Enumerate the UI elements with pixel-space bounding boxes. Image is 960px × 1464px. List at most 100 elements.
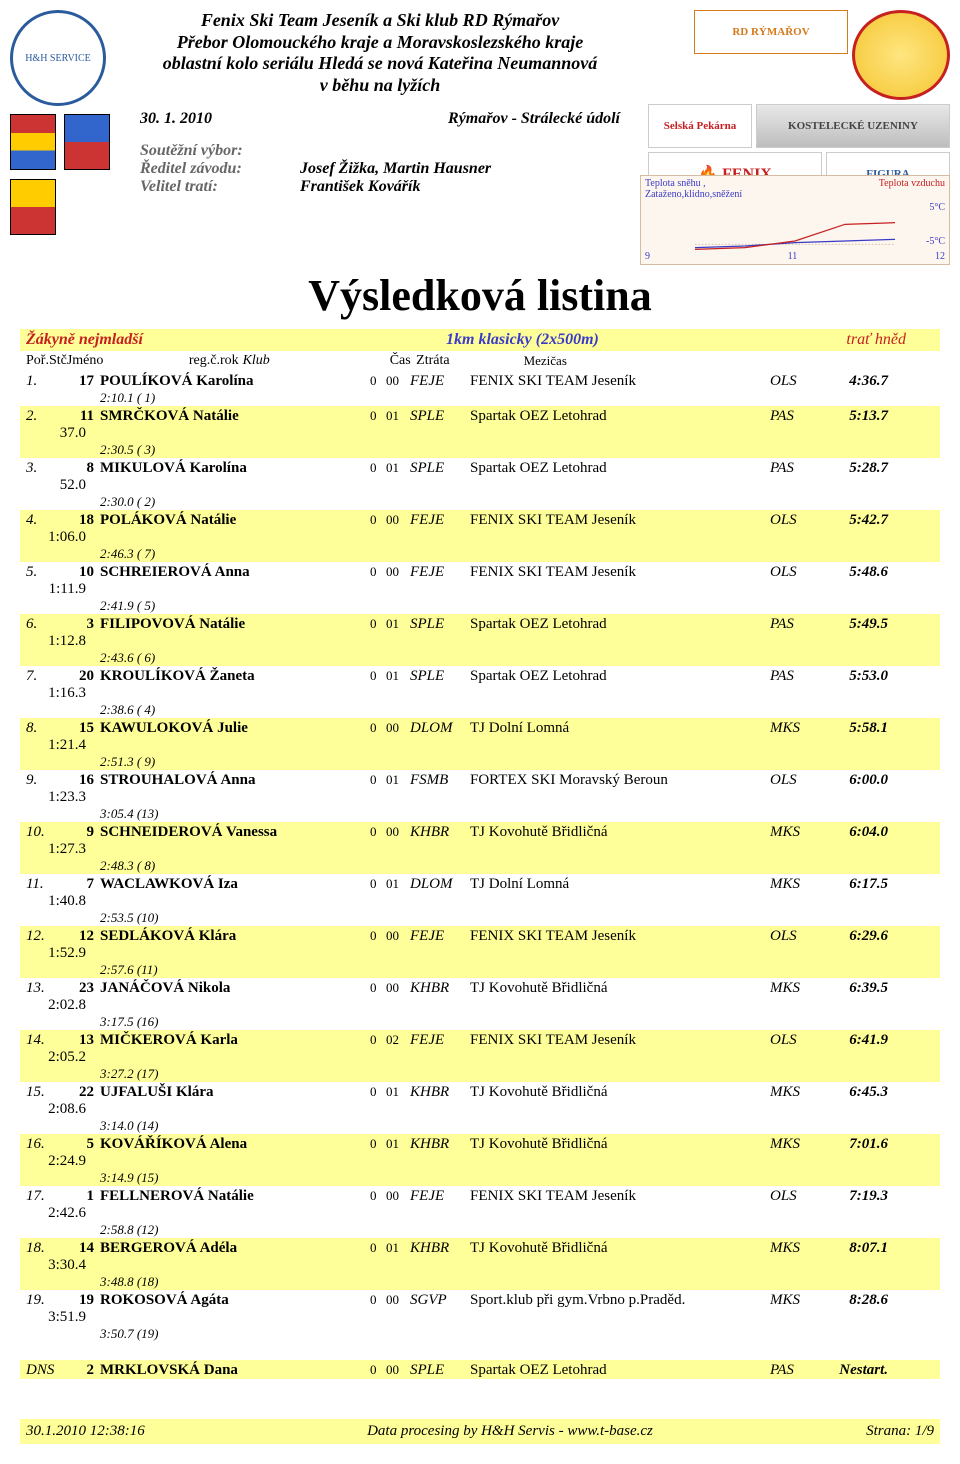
result-row: 4.18POLÁKOVÁ Natálie000FEJEFENIX SKI TEA… [20,510,940,562]
result-club: FENIX SKI TEAM Jeseník [470,512,770,529]
committee-title: Soutěžní výbor: [140,142,640,160]
result-time: 6:45.3 [816,1084,888,1101]
selska-logo: Selská Pekárna [648,104,752,148]
result-time: 5:28.7 [816,460,888,477]
race-format: 1km klasicky (2x500m) [446,331,786,349]
result-name: SMRČKOVÁ Natálie [100,408,370,425]
hh-service-logo: H&H SERVICE [10,10,106,106]
weather-conditions: Zataženo,klidno,sněžení [645,189,742,200]
result-clubcode: FEJE [410,1032,470,1049]
dns-body: DNS2MRKLOVSKÁ Dana000SPLESpartak OEZ Let… [20,1360,940,1379]
date-location-row: 30. 1. 2010 Rýmařov - Strálecké údolí [120,110,640,128]
result-name: KOVÁŘÍKOVÁ Alena [100,1136,370,1153]
result-club: TJ Kovohutě Břidličná [470,1084,770,1101]
result-club: Spartak OEZ Letohrad [470,1362,770,1379]
result-category: PAS [770,408,816,425]
result-clubcode: DLOM [410,720,470,737]
result-reg: 0 [370,720,386,737]
result-time: 6:39.5 [816,980,888,997]
result-year: 00 [386,928,410,945]
result-loss: 52.0 [26,477,86,494]
result-clubcode: FEJE [410,373,470,390]
result-row: 8.15KAWULOKOVÁ Julie000DLOMTJ Dolní Lomn… [20,718,940,770]
result-loss: 2:05.2 [26,1049,86,1066]
result-year: 01 [386,1084,410,1101]
result-club: FENIX SKI TEAM Jeseník [470,928,770,945]
result-club: FORTEX SKI Moravský Beroun [470,772,770,789]
result-year: 02 [386,1032,410,1049]
result-club: FENIX SKI TEAM Jeseník [470,1032,770,1049]
weather-snow-label: Teplota sněhu , [645,178,706,189]
results-body: 1.17POULÍKOVÁ Karolína000FEJEFENIX SKI T… [20,371,940,1342]
result-year: 01 [386,1136,410,1153]
kostelecke-logo: KOSTELECKÉ UZENINY [756,104,950,148]
result-category: PAS [770,460,816,477]
result-name: KROULÍKOVÁ Žaneta [100,668,370,685]
committee-name: František Kovářík [300,178,420,196]
result-row: 5.10SCHREIEROVÁ Anna000FEJEFENIX SKI TEA… [20,562,940,614]
result-loss: 1:52.9 [26,945,86,962]
result-split: 2:10.1 ( 1) [26,390,934,406]
result-reg: 0 [370,876,386,893]
result-name: STROUHALOVÁ Anna [100,772,370,789]
hdr-time: Čas [378,353,411,369]
result-category: MKS [770,980,816,997]
result-club: FENIX SKI TEAM Jeseník [470,1188,770,1205]
result-category: OLS [770,928,816,945]
result-category: MKS [770,824,816,841]
result-category: OLS [770,564,816,581]
result-clubcode: DLOM [410,876,470,893]
result-reg: 0 [370,408,386,425]
result-loss: 1:23.3 [26,789,86,806]
result-clubcode: FEJE [410,928,470,945]
result-reg: 0 [370,460,386,477]
result-position: 12. [26,928,62,945]
weather-chart: Teplota sněhu , Teplota vzduchu Zataženo… [640,175,950,265]
result-clubcode: KHBR [410,980,470,997]
result-split: 3:05.4 (13) [26,806,934,822]
result-loss: 2:02.8 [26,997,86,1014]
result-row: 6.3FILIPOVOVÁ Natálie001SPLESpartak OEZ … [20,614,940,666]
result-clubcode: FEJE [410,512,470,529]
result-reg: 0 [370,1032,386,1049]
result-category: OLS [770,1032,816,1049]
result-split: 3:14.0 (14) [26,1118,934,1134]
result-club: TJ Kovohutě Břidličná [470,824,770,841]
coat-of-arms-icon [10,179,56,235]
result-bib: 16 [62,772,100,789]
coat-of-arms-icon [10,114,56,170]
result-year: 01 [386,616,410,633]
result-loss: 2:08.6 [26,1101,86,1118]
result-bib: 22 [62,1084,100,1101]
result-year: 00 [386,1362,410,1379]
coat-of-arms-row [10,112,110,177]
title-block: Fenix Ski Team Jeseník a Ski klub RD Rým… [120,10,640,196]
result-bib: 14 [62,1240,100,1257]
result-category: OLS [770,772,816,789]
footer-processing: Data procesing by H&H Servis - www.t-bas… [246,1423,774,1440]
result-reg: 0 [370,1188,386,1205]
result-loss: 1:21.4 [26,737,86,754]
result-reg: 0 [370,668,386,685]
result-name: ROKOSOVÁ Agáta [100,1292,370,1309]
result-club: TJ Kovohutě Břidličná [470,1136,770,1153]
result-loss: 1:12.8 [26,633,86,650]
result-club: FENIX SKI TEAM Jeseník [470,564,770,581]
result-time: 7:01.6 [816,1136,888,1153]
result-category: PAS [770,616,816,633]
result-time: 6:04.0 [816,824,888,841]
result-position: 13. [26,980,62,997]
result-club: Spartak OEZ Letohrad [470,408,770,425]
result-loss: 1:16.3 [26,685,86,702]
result-bib: 18 [62,512,100,529]
result-position: 9. [26,772,62,789]
result-loss: 2:42.6 [26,1205,86,1222]
result-time: Nestart. [816,1362,888,1379]
result-clubcode: SPLE [410,460,470,477]
result-year: 01 [386,668,410,685]
committee-role: Ředitel závodu: [140,160,300,178]
committee-name: Josef Žižka, Martin Hausner [300,160,491,178]
result-split: 2:48.3 ( 8) [26,858,934,874]
result-year: 01 [386,772,410,789]
result-year: 01 [386,1240,410,1257]
